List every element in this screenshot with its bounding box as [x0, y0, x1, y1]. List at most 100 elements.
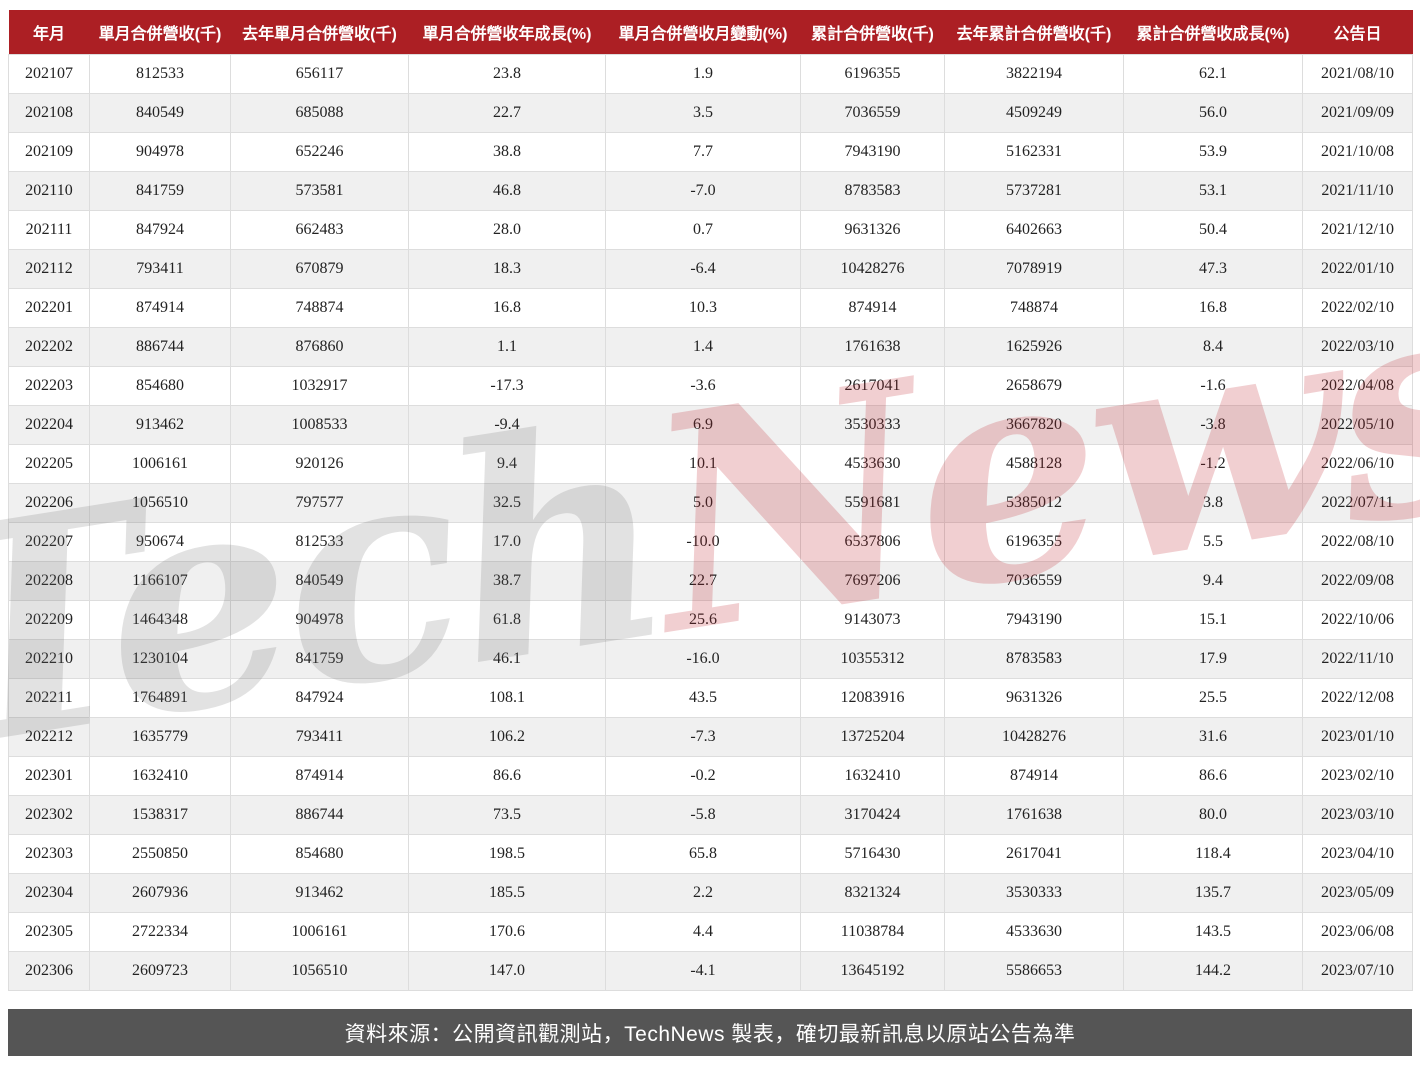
- table-row: 202304 2607936 913462 185.5 2.2 8321324 353033…: [8, 873, 1413, 913]
- table-row: 202212 1635779 793411 106.2 -7.3 13725204 1042…: [8, 717, 1413, 757]
- table-cell: -10.0: [605, 522, 801, 562]
- table-cell: 56.0: [1123, 93, 1303, 133]
- table-cell: 2022/07/11: [1302, 483, 1413, 523]
- table-cell: 2022/11/10: [1302, 639, 1413, 679]
- table-cell: 1056510: [230, 951, 409, 991]
- table-row: 202108 840549 685088 22.7 3.5 7036559 4509249 5…: [8, 93, 1413, 133]
- table-cell: 50.4: [1123, 210, 1303, 250]
- table-row: 202305 2722334 1006161 170.6 4.4 11038784 4533…: [8, 912, 1413, 952]
- table-row: 202306 2609723 1056510 147.0 -4.1 13645192 558…: [8, 951, 1413, 991]
- table-row: 202109 904978 652246 38.8 7.7 7943190 5162331 5…: [8, 132, 1413, 172]
- table-cell: 9631326: [944, 678, 1124, 718]
- column-header-4: 單月合併營收年成長(%): [408, 10, 606, 55]
- table-cell: 61.8: [408, 600, 606, 640]
- table-cell: 3822194: [944, 54, 1124, 94]
- table-cell: 17.0: [408, 522, 606, 562]
- table-cell: 656117: [230, 54, 409, 94]
- table-body: 202107 812533 656117 23.8 1.9 6196355 3822194 6…: [8, 54, 1413, 991]
- table-cell: 2609723: [89, 951, 231, 991]
- table-row: 202211 1764891 847924 108.1 43.5 12083916 9631…: [8, 678, 1413, 718]
- table-cell: 8321324: [800, 873, 945, 913]
- table-cell: 202207: [8, 522, 90, 562]
- table-cell: 202212: [8, 717, 90, 757]
- table-cell: 202303: [8, 834, 90, 874]
- table-cell: -0.2: [605, 756, 801, 796]
- table-cell: 1166107: [89, 561, 231, 601]
- table-cell: 2023/01/10: [1302, 717, 1413, 757]
- table-cell: 1632410: [89, 756, 231, 796]
- table-cell: 1008533: [230, 405, 409, 445]
- table-cell: 812533: [89, 54, 231, 94]
- table-row: 202301 1632410 874914 86.6 -0.2 1632410 874914…: [8, 756, 1413, 796]
- table-cell: -3.6: [605, 366, 801, 406]
- table-cell: 2022/01/10: [1302, 249, 1413, 289]
- table-cell: 53.9: [1123, 132, 1303, 172]
- table-cell: 202208: [8, 561, 90, 601]
- table-cell: 9.4: [1123, 561, 1303, 601]
- table-cell: 143.5: [1123, 912, 1303, 952]
- table-cell: 886744: [230, 795, 409, 835]
- table-cell: 5591681: [800, 483, 945, 523]
- table-row: 202203 854680 1032917 -17.3 -3.6 2617041 26586…: [8, 366, 1413, 406]
- table-cell: -9.4: [408, 405, 606, 445]
- table-cell: 147.0: [408, 951, 606, 991]
- table-cell: 840549: [89, 93, 231, 133]
- table-cell: 1.1: [408, 327, 606, 367]
- table-cell: 573581: [230, 171, 409, 211]
- table-cell: -7.3: [605, 717, 801, 757]
- table-cell: -17.3: [408, 366, 606, 406]
- source-footer-text: 資料來源：公開資訊觀測站，TechNews 製表，確切最新訊息以原站公告為準: [344, 1022, 1076, 1046]
- table-cell: 1056510: [89, 483, 231, 523]
- table-row: 202210 1230104 841759 46.1 -16.0 10355312 8783…: [8, 639, 1413, 679]
- table-cell: 3.5: [605, 93, 801, 133]
- table-cell: 202109: [8, 132, 90, 172]
- table-cell: 4.4: [605, 912, 801, 952]
- table-cell: 8783583: [944, 639, 1124, 679]
- table-cell: 11038784: [800, 912, 945, 952]
- table-cell: 202301: [8, 756, 90, 796]
- table-cell: 202302: [8, 795, 90, 835]
- table-cell: 685088: [230, 93, 409, 133]
- table-row: 202207 950674 812533 17.0 -10.0 6537806 619635…: [8, 522, 1413, 562]
- table-cell: 5162331: [944, 132, 1124, 172]
- table-row: 202206 1056510 797577 32.5 5.0 5591681 5385012…: [8, 483, 1413, 523]
- table-cell: 6.9: [605, 405, 801, 445]
- table-cell: 80.0: [1123, 795, 1303, 835]
- table-cell: 202211: [8, 678, 90, 718]
- table-cell: 2617041: [944, 834, 1124, 874]
- table-row: 202112 793411 670879 18.3 -6.4 10428276 707891…: [8, 249, 1413, 289]
- table-cell: 7697206: [800, 561, 945, 601]
- table-cell: 38.8: [408, 132, 606, 172]
- column-header-3: 去年單月合併營收(千): [230, 10, 409, 55]
- table-cell: 913462: [89, 405, 231, 445]
- table-cell: 31.6: [1123, 717, 1303, 757]
- table-cell: 847924: [89, 210, 231, 250]
- table-cell: 2021/08/10: [1302, 54, 1413, 94]
- table-row: 202209 1464348 904978 61.8 25.6 9143073 794319…: [8, 600, 1413, 640]
- table-cell: 2022/05/10: [1302, 405, 1413, 445]
- table-cell: 10355312: [800, 639, 945, 679]
- column-header-9: 公告日: [1302, 10, 1413, 55]
- table-cell: 1.4: [605, 327, 801, 367]
- table-cell: 4533630: [800, 444, 945, 484]
- table-cell: 46.1: [408, 639, 606, 679]
- table-cell: 2022/08/10: [1302, 522, 1413, 562]
- table-cell: 8783583: [800, 171, 945, 211]
- table-cell: 1635779: [89, 717, 231, 757]
- table-cell: 202204: [8, 405, 90, 445]
- table-cell: -1.2: [1123, 444, 1303, 484]
- table-cell: 202203: [8, 366, 90, 406]
- table-cell: 25.6: [605, 600, 801, 640]
- table-cell: 202111: [8, 210, 90, 250]
- column-header-6: 累計合併營收(千): [800, 10, 945, 55]
- table-cell: 1230104: [89, 639, 231, 679]
- table-cell: 3530333: [944, 873, 1124, 913]
- table-cell: 118.4: [1123, 834, 1303, 874]
- table-cell: 4533630: [944, 912, 1124, 952]
- table-cell: 5716430: [800, 834, 945, 874]
- table-cell: 841759: [89, 171, 231, 211]
- table-cell: 904978: [230, 600, 409, 640]
- table-cell: 2021/12/10: [1302, 210, 1413, 250]
- table-cell: 2023/03/10: [1302, 795, 1413, 835]
